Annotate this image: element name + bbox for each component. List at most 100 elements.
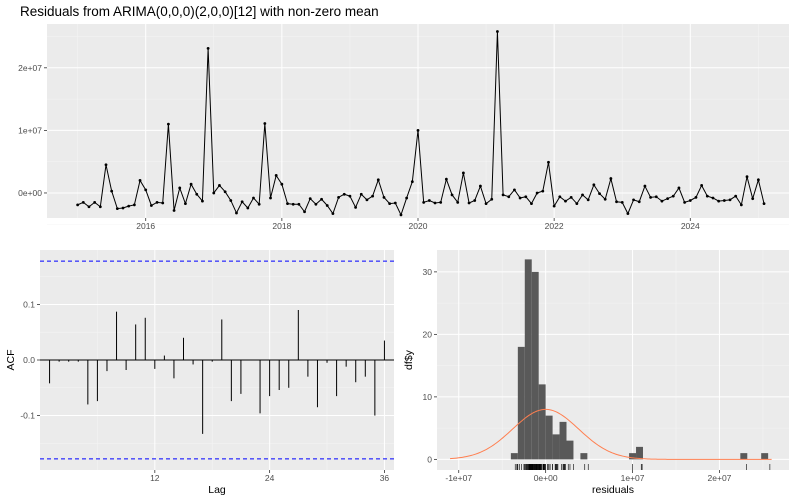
residual-point: [683, 200, 687, 204]
histogram-bar: [524, 259, 532, 460]
residual-point: [705, 194, 709, 198]
residual-point: [263, 122, 267, 125]
x-axis-label: residuals: [592, 484, 634, 496]
residual-point: [172, 209, 176, 212]
y-axis-label: ACF: [5, 350, 17, 371]
residual-point: [484, 202, 488, 206]
residual-point: [620, 200, 624, 204]
x-tick-label: -1e+07: [445, 473, 472, 483]
residual-point: [269, 196, 272, 200]
residual-point: [632, 198, 635, 202]
residual-point: [734, 194, 738, 198]
residual-point: [660, 199, 664, 203]
residual-point: [456, 200, 460, 204]
residual-point: [473, 199, 477, 202]
residual-point: [643, 184, 647, 188]
residual-point: [722, 199, 726, 202]
residual-point: [93, 200, 97, 204]
residual-point: [433, 201, 437, 205]
residual-point: [479, 184, 482, 188]
residual-point: [762, 202, 766, 206]
residual-point: [535, 191, 539, 195]
x-tick-label: 0e+00: [534, 473, 558, 483]
residual-point: [547, 160, 550, 164]
histogram-bar: [636, 446, 643, 460]
histogram-bar: [580, 453, 588, 460]
residual-point: [81, 200, 85, 204]
residual-point: [110, 189, 114, 193]
residual-point: [694, 195, 698, 199]
residual-point: [325, 204, 329, 207]
residual-point: [450, 193, 454, 197]
y-tick-label: 0e+00: [18, 188, 42, 198]
residual-point: [132, 203, 136, 207]
residual-point: [98, 205, 102, 209]
residual-point: [195, 192, 199, 196]
residual-point: [575, 202, 579, 206]
histogram-bar: [552, 434, 560, 460]
residual-point: [286, 202, 289, 206]
residual-point: [637, 200, 641, 204]
residual-point: [444, 177, 448, 181]
residual-point: [513, 188, 516, 192]
residual-point: [252, 196, 255, 200]
histogram-panel: 0 10 20 30 -1e+07 0e+00 1e+07 2e+07 resi…: [403, 250, 789, 496]
residual-point: [609, 177, 613, 180]
axis-ticks: 0e+00 1e+07 2e+07 2016 2018 2020 2022 20…: [18, 63, 700, 231]
x-tick-label: 1e+07: [621, 473, 645, 483]
residual-point: [127, 204, 131, 208]
residual-point: [229, 199, 233, 202]
residual-point: [427, 199, 431, 202]
residual-point: [178, 186, 182, 190]
normal-density-curve: [450, 408, 772, 460]
residual-point: [654, 195, 658, 199]
residual-point: [496, 30, 499, 33]
residual-point: [371, 194, 375, 198]
axis-ticks: -0.1 0.0 0.1 12 24 36: [20, 299, 389, 483]
residual-point: [405, 196, 409, 200]
acf-bars: [40, 260, 394, 460]
residual-point: [161, 201, 165, 205]
residual-point: [728, 198, 732, 202]
residual-point: [558, 195, 562, 199]
residual-point: [671, 194, 675, 198]
residual-point: [308, 197, 312, 201]
rug-marks: [514, 464, 771, 470]
residual-point: [138, 179, 142, 182]
acf-panel: -0.1 0.0 0.1 12 24 36 Lag ACF: [5, 250, 394, 496]
histogram-bar: [566, 440, 574, 460]
residual-point: [218, 184, 221, 187]
residual-point: [320, 197, 323, 201]
density-line: [450, 408, 772, 460]
residual-point: [365, 198, 369, 202]
residual-point: [297, 202, 301, 206]
residual-point: [598, 192, 601, 195]
axis-ticks: 0 10 20 30 -1e+07 0e+00 1e+07 2e+07: [423, 267, 732, 483]
residual-point: [530, 202, 533, 206]
residual-series: [76, 30, 766, 217]
residual-point: [756, 178, 760, 182]
residual-point: [541, 189, 545, 193]
residual-point: [393, 201, 397, 205]
x-tick-label: 2024: [681, 221, 700, 231]
panel-background: [437, 250, 789, 470]
y-tick-label: 0.1: [23, 299, 35, 309]
residual-point: [104, 163, 108, 167]
residual-point: [399, 213, 403, 217]
residual-point: [223, 190, 227, 194]
y-tick-label: 20: [423, 329, 433, 339]
histogram-bar: [510, 453, 518, 460]
x-tick-label: 24: [265, 473, 275, 483]
histogram-bars: [510, 259, 769, 460]
x-tick-label: 2018: [272, 221, 291, 231]
residual-point: [189, 182, 193, 186]
residual-line: [77, 31, 765, 217]
residual-point: [569, 195, 573, 199]
residual-point: [155, 200, 159, 204]
residual-point: [416, 128, 420, 132]
x-tick-label: 2e+07: [708, 473, 732, 483]
y-tick-label: 1e+07: [18, 125, 42, 135]
residual-point: [291, 202, 295, 206]
x-tick-label: 2020: [409, 221, 428, 231]
